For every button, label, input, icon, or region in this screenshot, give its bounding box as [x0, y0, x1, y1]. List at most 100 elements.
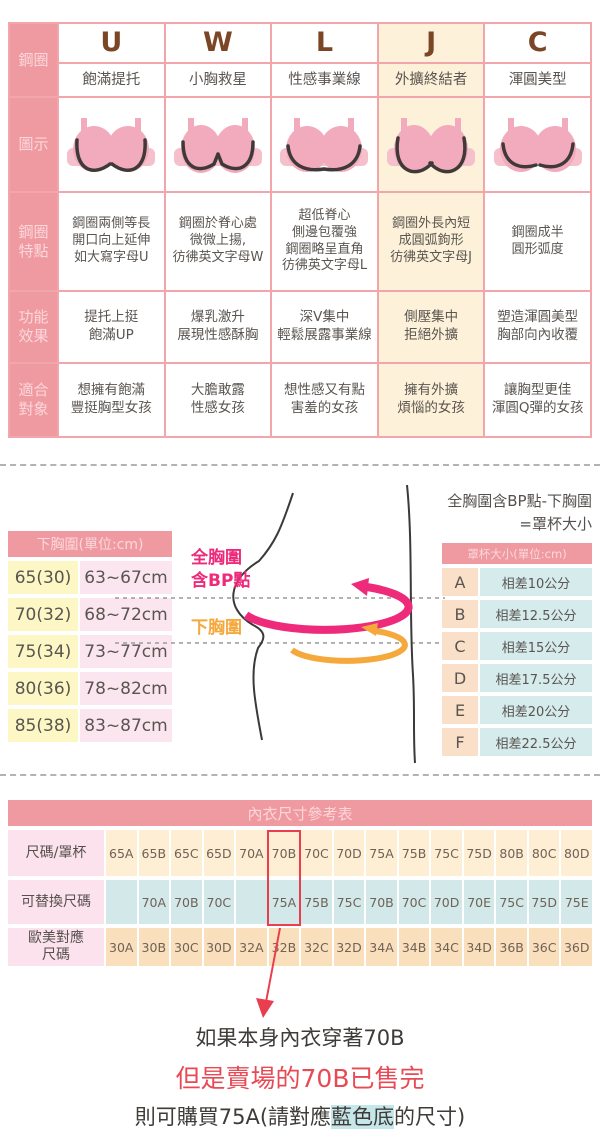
underbust-range: 63~67cm — [80, 561, 172, 594]
col-header-w: W — [165, 24, 271, 62]
bra-illustration-w — [165, 98, 271, 191]
footnote-line1: 如果本身內衣穿著70B — [195, 1026, 405, 1050]
underbust-size: 80(36) — [8, 672, 78, 705]
col-name-j: 外擴終結者 — [378, 64, 484, 96]
torso-diagram-graphic — [115, 484, 445, 764]
size-cell: 75D — [463, 830, 495, 876]
bra-w-icon — [173, 117, 262, 173]
dashed-separator-top — [0, 464, 600, 466]
bra-illustration-c — [485, 98, 590, 191]
target-j: 擁有外擴 煩惱的女孩 — [378, 364, 484, 436]
size-reference-section: 內衣尺寸參考表 尺碼/罩杯 65A 65B 65C 65D 70A 70B 70… — [8, 800, 592, 1018]
us-size-cell: 32B — [268, 928, 300, 966]
body-measurement-diagram: 全胸圍 含BP點 下胸圍 — [115, 484, 445, 770]
cup-table-header: 罩杯大小(單位:cm) — [442, 543, 592, 564]
underbust-table-header: 下胸圍(單位:cm) — [8, 531, 172, 557]
us-size-cell: 34A — [366, 928, 397, 966]
size-cell: 80B — [496, 830, 527, 876]
cup-diff: 相差12.5公分 — [480, 600, 592, 628]
formula-line2: =罩杯大小 — [519, 514, 592, 533]
us-size-cell: 30C — [171, 928, 202, 966]
bra-c-icon — [493, 117, 582, 172]
alt-size-cell — [236, 880, 267, 924]
underbust-size: 75(34) — [8, 635, 78, 668]
target-w: 大膽敢露 性感女孩 — [165, 364, 271, 436]
size-cell: 70A — [236, 830, 267, 876]
us-size-cell: 34C — [431, 928, 462, 966]
cup-diff: 相差22.5公分 — [480, 728, 592, 756]
formula-line1: 全胸圍含BP點-下胸圍 — [447, 492, 592, 510]
feature-w: 鋼圈於脊心處 微微上揚, 彷彿英文字母W — [165, 193, 271, 290]
feature-c: 鋼圈成半 圓形弧度 — [485, 193, 590, 290]
alt-size-cell: 70D — [431, 880, 462, 924]
footnote-line3-highlight: 藍色底 — [331, 1105, 395, 1129]
cup-formula-note: 全胸圍含BP點-下胸圍 =罩杯大小 — [447, 490, 592, 535]
us-size-cell: 34D — [463, 928, 495, 966]
sizing-footnote: 如果本身內衣穿著70B 但是賣場的70B已售完 則可購買75A(請對應藍色底的尺… — [0, 1022, 600, 1131]
size-row-label: 可替換尺碼 — [8, 880, 104, 924]
alt-size-cell: 75C — [333, 880, 365, 924]
footnote-line3-pre: 則可購買75A(請對應 — [134, 1105, 332, 1129]
footnote-line3: 則可購買75A(請對應藍色底的尺寸) — [0, 1101, 600, 1131]
underbust-size: 65(30) — [8, 561, 78, 594]
us-size-cell: 30A — [106, 928, 137, 966]
alt-size-cell: 70A — [138, 880, 170, 924]
cup-diff: 相差15公分 — [480, 632, 592, 660]
target-c: 讓胸型更佳 渾圓Q彈的女孩 — [485, 364, 590, 436]
size-row-label: 尺碼/罩杯 — [8, 830, 104, 876]
alt-size-cell-75a-highlighted: 75A — [268, 880, 300, 924]
size-cell: 65A — [106, 830, 137, 876]
col-header-c: C — [485, 24, 590, 62]
cup-letter: F — [442, 728, 478, 756]
us-size-cell: 36C — [528, 928, 560, 966]
size-cell: 75C — [431, 830, 462, 876]
alt-size-cell: 70C — [398, 880, 430, 924]
alt-size-cell: 75B — [301, 880, 332, 924]
cup-letter: A — [442, 568, 478, 596]
underbust-range: 83~87cm — [80, 709, 172, 742]
row-label-wire-type: 鋼圈 — [10, 24, 57, 96]
underbust-range: 73~77cm — [80, 635, 172, 668]
row-label-feature: 鋼圈 特點 — [10, 193, 57, 290]
footnote-line3-post: 的尺寸) — [394, 1105, 466, 1129]
us-size-cell: 36B — [496, 928, 527, 966]
size-cell-70b-highlighted: 70B — [268, 830, 300, 876]
size-row-label: 歐美對應 尺碼 — [8, 928, 104, 966]
cup-letter: D — [442, 664, 478, 692]
size-cell: 70D — [333, 830, 365, 876]
col-header-j: J — [378, 24, 484, 62]
size-cell: 75A — [366, 830, 397, 876]
size-cell: 65B — [138, 830, 170, 876]
us-size-cell: 32A — [236, 928, 267, 966]
us-size-cell: 32D — [333, 928, 365, 966]
row-label-effect: 功能 效果 — [10, 292, 57, 362]
size-cell: 80C — [528, 830, 560, 876]
col-header-u: U — [59, 24, 164, 62]
us-size-cell: 32C — [301, 928, 332, 966]
bra-l-icon — [280, 117, 369, 172]
footnote-line2: 但是賣場的70B已售完 — [175, 1064, 425, 1093]
size-cell: 65D — [203, 830, 235, 876]
underbust-range: 78~82cm — [80, 672, 172, 705]
col-name-l: 性感事業線 — [272, 64, 377, 96]
alt-size-cell: 75C — [496, 880, 527, 924]
size-reference-table: 尺碼/罩杯 65A 65B 65C 65D 70A 70B 70C 70D 75… — [8, 830, 592, 966]
target-u: 想擁有飽滿 豐挺胸型女孩 — [59, 364, 164, 436]
bra-j-icon — [387, 117, 476, 173]
us-size-cell: 34B — [398, 928, 430, 966]
bra-illustration-l — [272, 98, 377, 191]
effect-w: 爆乳激升 展現性感酥胸 — [165, 292, 271, 362]
underbust-size-table: 下胸圍(單位:cm) 65(30) 63~67cm 70(32) 68~72cm… — [8, 531, 172, 742]
size-cell: 75B — [398, 830, 430, 876]
underbust-size: 85(38) — [8, 709, 78, 742]
us-size-cell: 36D — [561, 928, 592, 966]
alt-size-cell: 75E — [561, 880, 592, 924]
underbust-size: 70(32) — [8, 598, 78, 631]
underwire-comparison-table: 鋼圈 U W L J C 飽滿提托 小胸救星 性感事業線 外擴終結者 渾圓美型 … — [8, 22, 592, 438]
cup-diff: 相差20公分 — [480, 696, 592, 724]
cup-diff: 相差17.5公分 — [480, 664, 592, 692]
col-name-w: 小胸救星 — [165, 64, 271, 96]
underbust-line-label: 下胸圍 — [191, 618, 242, 638]
col-name-u: 飽滿提托 — [59, 64, 164, 96]
cup-letter: B — [442, 600, 478, 628]
